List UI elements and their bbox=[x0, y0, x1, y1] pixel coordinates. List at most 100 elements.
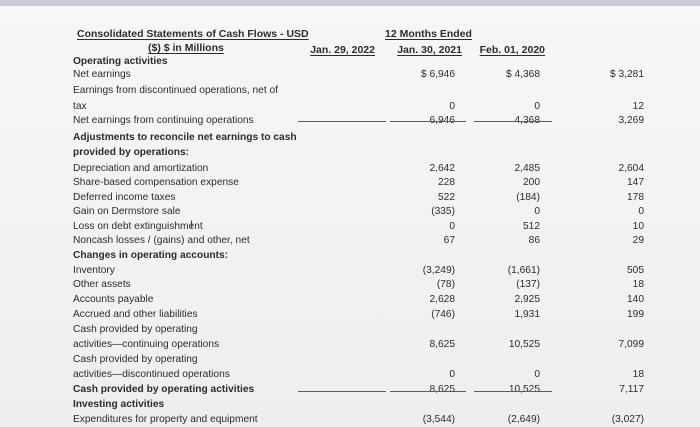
row-value-c3: 2,604 bbox=[618, 163, 645, 174]
table-row: Deferred income taxes 522 (184) 178 bbox=[73, 191, 673, 205]
column-header-2020: Feb. 01, 2020 bbox=[479, 44, 545, 56]
table-row: activities—continuing operations 8,625 10,… bbox=[73, 338, 673, 352]
table-row: Cash provided by operating activities 8,6… bbox=[73, 383, 673, 397]
row-value-c1: 8,625 bbox=[429, 384, 456, 395]
row-value-c2: (1,661) bbox=[507, 265, 540, 276]
row-value-c1: 6,946 bbox=[430, 114, 456, 128]
row-label: Depreciation and amortization bbox=[73, 163, 209, 174]
row-value-c2: 0 bbox=[534, 101, 540, 112]
row-value-c3: 7,099 bbox=[618, 339, 645, 350]
window-top-edge bbox=[0, 0, 700, 6]
row-value-c1: 67 bbox=[443, 235, 455, 246]
row-value-c3: 7,117 bbox=[619, 384, 644, 395]
row-value-c1: 0 bbox=[449, 101, 455, 112]
row-label: Accounts payable bbox=[73, 294, 154, 305]
row-label: activities—continuing operations bbox=[73, 339, 220, 350]
row-label: Other assets bbox=[73, 279, 131, 290]
row-value-c2: 512 bbox=[523, 221, 540, 232]
row-value-c1: 0 bbox=[449, 369, 455, 380]
row-label: Operating activities bbox=[73, 56, 168, 67]
rule-col1-total bbox=[298, 391, 386, 392]
row-label: Cash provided by operating bbox=[73, 354, 198, 365]
row-value-c3: 505 bbox=[627, 265, 644, 276]
table-row: tax 0 0 12 bbox=[73, 100, 673, 114]
row-value-c3: $ 3,281 bbox=[610, 69, 644, 80]
table-row: Cash provided by operating bbox=[73, 353, 673, 367]
table-row: Gain on Dermstore sale (335) 0 0 bbox=[73, 205, 673, 219]
row-value-c1: 2,628 bbox=[429, 294, 456, 305]
row-value-c1: (3,249) bbox=[422, 265, 455, 276]
table-row: Expenditures for property and equipment (… bbox=[73, 413, 673, 427]
row-value-c1: 522 bbox=[438, 192, 455, 203]
row-value-c3: 0 bbox=[638, 206, 644, 217]
table-row: Investing activities bbox=[73, 398, 673, 412]
statement-title: Consolidated Statements of Cash Flows - … bbox=[77, 28, 309, 40]
table-row: Other assets (78) (137) 18 bbox=[73, 278, 673, 292]
rule-col3-net-earnings bbox=[474, 121, 552, 122]
row-value-c3: 147 bbox=[627, 177, 644, 188]
row-label: Investing activities bbox=[73, 399, 165, 410]
row-label: Expenditures for property and equipment bbox=[73, 414, 258, 425]
statement-units: ($) $ in Millions bbox=[148, 42, 224, 54]
row-value-c2: 2,925 bbox=[514, 294, 541, 305]
row-value-c3: 29 bbox=[632, 235, 644, 246]
row-value-c2: 1,931 bbox=[514, 309, 541, 320]
row-label: Gain on Dermstore sale bbox=[73, 206, 181, 217]
table-row: Cash provided by operating bbox=[73, 323, 673, 337]
row-label: Inventory bbox=[73, 265, 115, 276]
row-label: activities—discontinued operations bbox=[73, 369, 230, 380]
row-label: tax bbox=[73, 101, 87, 112]
rule-col2-net-earnings bbox=[390, 121, 466, 122]
row-label: Changes in operating accounts: bbox=[73, 250, 229, 261]
row-value-c2: (184) bbox=[516, 192, 540, 203]
row-value-c1: (746) bbox=[431, 309, 455, 320]
row-value-c2: (137) bbox=[516, 279, 540, 290]
row-label: Earnings from discontinued operations, n… bbox=[73, 85, 279, 96]
row-value-c1: 228 bbox=[438, 177, 455, 188]
row-label: Net earnings from continuing operations bbox=[73, 115, 254, 126]
table-row: activities—discontinued operations 0 0 18 bbox=[73, 368, 673, 382]
table-row: Depreciation and amortization 2,642 2,485 2… bbox=[73, 162, 673, 176]
period-group-header: 12 Months Ended bbox=[385, 28, 472, 40]
row-label: Noncash losses / (gains) and other, net bbox=[73, 235, 250, 246]
row-label: Share-based compensation expense bbox=[73, 177, 239, 188]
column-header-2022: Jan. 29, 2022 bbox=[310, 44, 375, 56]
row-label: Adjustments to reconcile net earnings to… bbox=[73, 132, 297, 143]
table-row: provided by operations: bbox=[73, 146, 673, 160]
table-row: Accrued and other liabilities (746) 1,931 1… bbox=[73, 308, 673, 322]
row-value-c2: 0 bbox=[534, 369, 540, 380]
table-row: Earnings from discontinued operations, n… bbox=[73, 84, 673, 98]
row-value-c3: (3,027) bbox=[611, 414, 644, 425]
row-value-c1: (78) bbox=[436, 279, 455, 290]
table-row: Adjustments to reconcile net earnings to… bbox=[73, 131, 673, 145]
row-value-c2: 10,525 bbox=[508, 384, 540, 395]
table-row: Accounts payable 2,628 2,925 140 bbox=[73, 293, 673, 307]
table-row: Net earnings from continuing operations 6… bbox=[73, 114, 673, 128]
row-label: Cash provided by operating activities bbox=[73, 384, 255, 395]
row-value-c2: (2,649) bbox=[507, 414, 540, 425]
row-value-c2: 86 bbox=[528, 235, 540, 246]
rule-col2-total bbox=[390, 391, 466, 392]
row-value-c1: 0 bbox=[449, 221, 455, 232]
column-header-2021: Jan. 30, 2021 bbox=[397, 44, 462, 56]
row-label: Cash provided by operating bbox=[73, 324, 198, 335]
table-row: Changes in operating accounts: bbox=[73, 249, 673, 263]
row-label: Loss on debt extinguishment bbox=[73, 221, 203, 232]
rule-col1-net-earnings bbox=[298, 121, 386, 122]
row-value-c2: 2,485 bbox=[514, 163, 541, 174]
row-label: provided by operations: bbox=[73, 147, 190, 158]
row-value-c1: 8,625 bbox=[429, 339, 456, 350]
row-value-c2: 200 bbox=[523, 177, 540, 188]
table-row: Noncash losses / (gains) and other, net 6… bbox=[73, 234, 673, 248]
row-value-c2: 10,525 bbox=[508, 339, 540, 350]
row-value-c3: 178 bbox=[627, 192, 644, 203]
table-row: Share-based compensation expense 228 200 14… bbox=[73, 176, 673, 190]
row-value-c3: 140 bbox=[627, 294, 644, 305]
row-value-c3: 12 bbox=[632, 101, 644, 112]
row-label: Accrued and other liabilities bbox=[73, 309, 198, 320]
row-value-c3: 18 bbox=[632, 369, 644, 380]
row-label: Deferred income taxes bbox=[73, 192, 176, 203]
table-row: Loss on debt extinguishment 0 512 10 bbox=[73, 220, 673, 234]
row-value-c3: 199 bbox=[627, 309, 644, 320]
table-row: Net earnings $ 6,946 $ 4,368 $ 3,281 bbox=[73, 68, 673, 82]
